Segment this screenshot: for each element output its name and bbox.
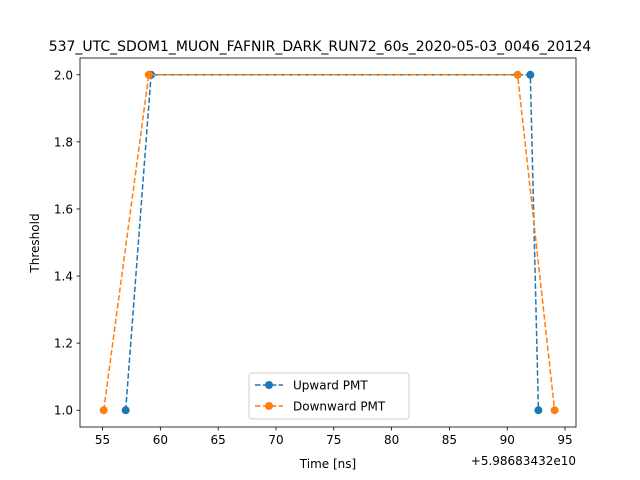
- data-point-0-0: [121, 406, 130, 415]
- legend-label-1: Downward PMT: [293, 400, 386, 414]
- data-point-0-2: [526, 70, 535, 79]
- axes: 55 60 65 70 75 80 85 90 95 1.0 1.2 1.4 1.6 1.8 2.0: [54, 57, 577, 447]
- data-point-1-2: [513, 70, 522, 79]
- legend-label-0: Upward PMT: [293, 379, 368, 393]
- data-point-0-3: [534, 406, 543, 415]
- x-axis-label: Time [ns]: [299, 457, 356, 471]
- y-tick-label-4: 1.8: [54, 135, 73, 149]
- plot-area: [99, 70, 559, 415]
- y-tick-label-0: 1.0: [54, 404, 73, 418]
- x-tick-label-0: 55: [95, 433, 110, 447]
- x-tick-label-3: 70: [268, 433, 283, 447]
- y-tick-label-5: 2.0: [54, 68, 73, 82]
- legend-marker-1: [265, 402, 273, 410]
- x-tick-label-6: 85: [442, 433, 457, 447]
- data-point-1-3: [550, 406, 559, 415]
- legend-box: [248, 372, 410, 420]
- y-tick-label-1: 1.2: [54, 337, 73, 351]
- x-tick-label-2: 65: [211, 433, 226, 447]
- y-axis-label: Threshold: [28, 213, 42, 273]
- series-line-1: [102, 74, 556, 411]
- y-tick-label-3: 1.6: [54, 202, 73, 216]
- legend-marker-0: [265, 381, 273, 389]
- axes-frame: [79, 57, 577, 428]
- y-tick-label-2: 1.4: [54, 270, 73, 284]
- x-tick-label-4: 75: [326, 433, 341, 447]
- x-tick-label-1: 60: [153, 433, 168, 447]
- data-point-1-1: [144, 70, 153, 79]
- x-tick-label-8: 95: [557, 433, 572, 447]
- chart-title: 537_UTC_SDOM1_MUON_FAFNIR_DARK_RUN72_60s…: [49, 39, 592, 55]
- x-axis-offset-label: +5.98683432e10: [471, 454, 576, 468]
- legend: Upward PMT Downward PMT: [248, 372, 410, 420]
- x-tick-label-5: 80: [384, 433, 399, 447]
- data-point-1-0: [99, 406, 108, 415]
- x-tick-label-7: 90: [500, 433, 515, 447]
